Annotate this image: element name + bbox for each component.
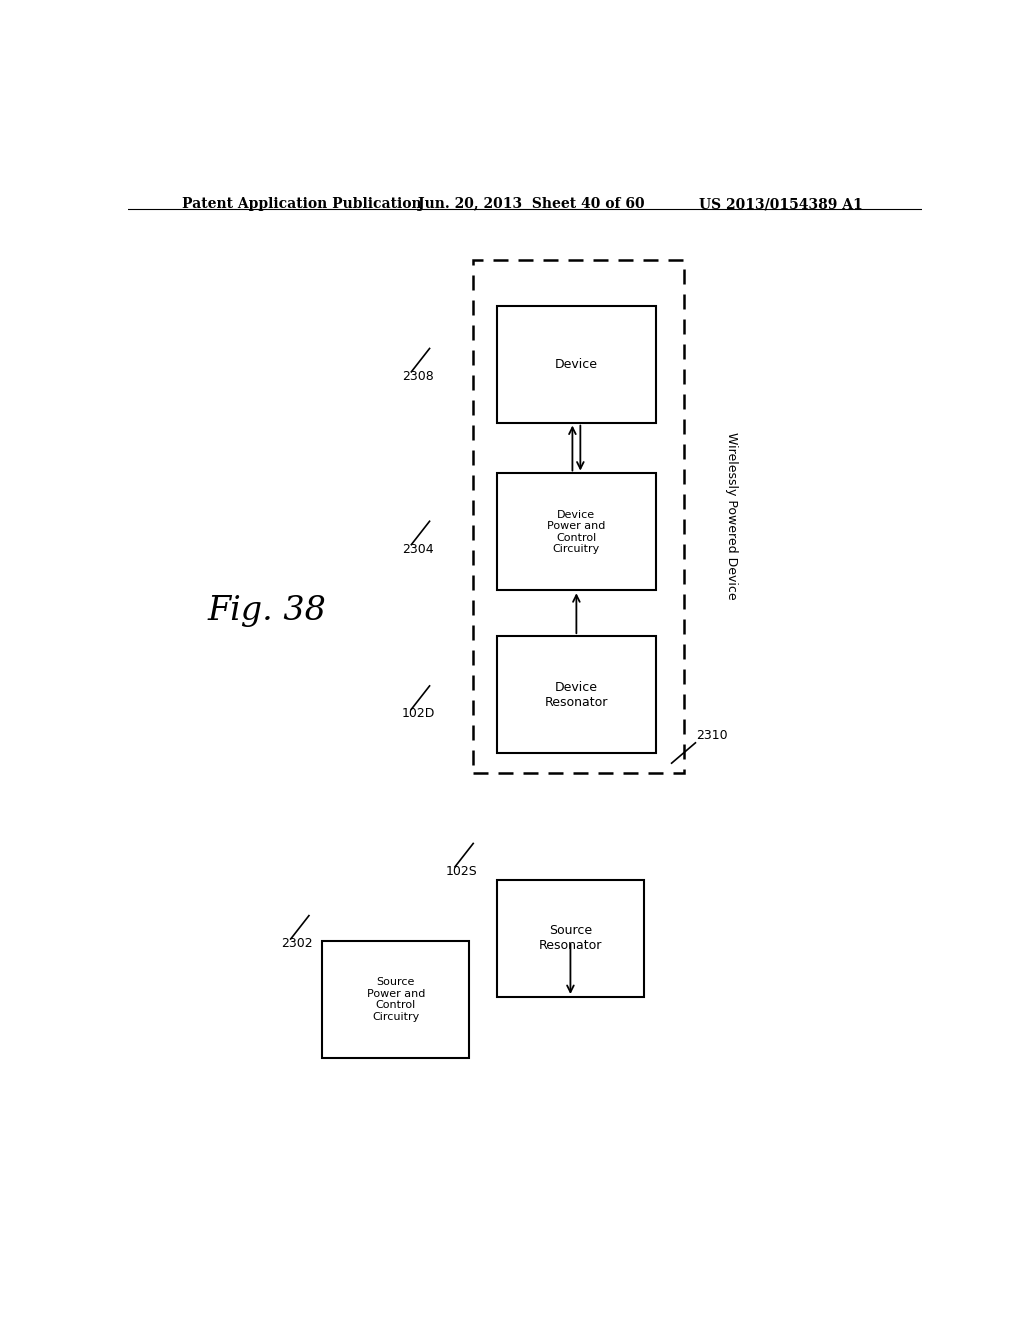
Bar [497,636,655,752]
Text: Source
Resonator: Source Resonator [539,924,602,953]
Bar [323,941,469,1057]
Text: 102D: 102D [401,708,435,721]
Bar [497,880,644,997]
Text: Fig. 38: Fig. 38 [208,595,327,627]
Text: Patent Application Publication: Patent Application Publication [182,197,422,211]
Text: 102S: 102S [445,865,477,878]
Text: Device: Device [555,358,598,371]
Text: Device
Resonator: Device Resonator [545,681,608,709]
Bar [497,306,655,422]
Text: 2310: 2310 [696,729,728,742]
Text: 2302: 2302 [282,937,312,950]
Text: US 2013/0154389 A1: US 2013/0154389 A1 [699,197,863,211]
Text: Device
Power and
Control
Circuitry: Device Power and Control Circuitry [547,510,605,554]
Text: Jun. 20, 2013  Sheet 40 of 60: Jun. 20, 2013 Sheet 40 of 60 [418,197,644,211]
Text: 2304: 2304 [401,543,433,556]
Text: 2308: 2308 [401,370,433,383]
Bar [473,260,684,774]
Bar [497,474,655,590]
Text: Source
Power and
Control
Circuitry: Source Power and Control Circuitry [367,977,425,1022]
Text: Wirelessly Powered Device: Wirelessly Powered Device [725,433,737,601]
